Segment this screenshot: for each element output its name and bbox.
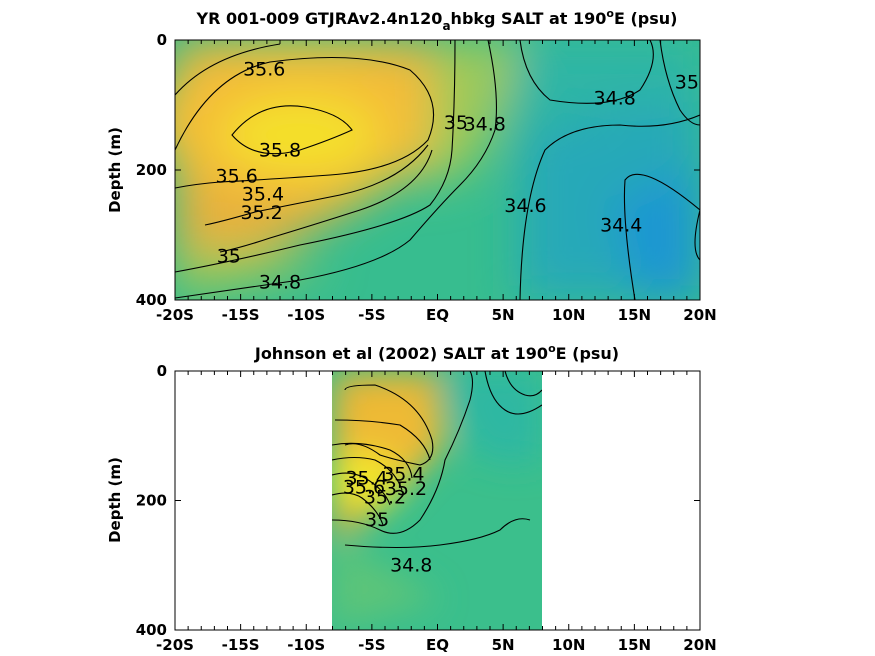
top-contour-label: 35.8 (259, 140, 301, 162)
top-x-tick-label: -20S (156, 306, 194, 324)
top-color-field: 35.635.835.635.435.23534.83534.834.634.4… (175, 40, 700, 300)
bottom-contour-label: 35.2 (385, 478, 427, 500)
top-contour-label: 35.6 (243, 58, 285, 80)
top-y-tick-label: 200 (136, 161, 167, 179)
top-x-tick-label: 20N (683, 306, 716, 324)
top-y-tick-label: 0 (157, 31, 167, 49)
bottom-x-tick-label: -20S (156, 636, 194, 654)
top-contour-label: 35 (675, 71, 699, 93)
top-contour-label: 34.4 (600, 214, 642, 236)
bottom-x-tick-label: 5N (492, 636, 515, 654)
top-contour-label: 35 (217, 245, 241, 267)
top-contour-label: 35.4 (242, 184, 284, 206)
bottom-y-tick-label: 0 (157, 362, 167, 380)
top-contour-label: 35 (444, 112, 468, 134)
top-contour-label: 35.6 (216, 166, 258, 188)
top-ylabel: Depth (m) (106, 127, 124, 213)
bottom-x-tick-label: 15N (618, 636, 651, 654)
bottom-x-tick-label: EQ (426, 636, 449, 654)
top-x-tick-label: 10N (552, 306, 585, 324)
bottom-panel: Johnson et al (2002) SALT at 190oE (psu) (106, 342, 717, 654)
bottom-x-tick-label: -5S (358, 636, 385, 654)
bottom-contour-label: 34.8 (390, 554, 432, 576)
top-panel: YR 001-009 GTJRAv2.4n120ahbkg SALT at 19… (106, 7, 717, 324)
bottom-y-tick-label: 400 (136, 621, 167, 639)
bottom-contour-label: 35.4 (345, 467, 387, 489)
top-contour-label: 35.2 (240, 202, 282, 224)
top-x-tick-label: -5S (358, 306, 385, 324)
top-contour-labels: 35.635.835.635.435.23534.83534.834.634.4… (216, 58, 699, 293)
top-contour-label: 34.8 (259, 271, 301, 293)
bottom-contour-label: 35 (365, 509, 389, 531)
bottom-contour-label: 35.6 (343, 477, 385, 499)
top-x-tick-label: 5N (492, 306, 515, 324)
top-x-tick-label: 15N (618, 306, 651, 324)
top-contour-label: 34.8 (594, 88, 636, 110)
bottom-x-tick-label: -10S (287, 636, 325, 654)
bottom-title: Johnson et al (2002) SALT at 190oE (psu) (254, 342, 619, 363)
top-ticks: -20S -15S -10S -5S EQ 5N 10N 15N 20N 0 200 400 (136, 31, 717, 324)
bottom-x-tick-label: 20N (683, 636, 716, 654)
bottom-contour-label: 35.4 (382, 464, 424, 486)
top-y-tick-label: 400 (136, 291, 167, 309)
top-title: YR 001-009 GTJRAv2.4n120ahbkg SALT at 19… (196, 7, 678, 33)
top-contour-label: 34.6 (504, 195, 546, 217)
bottom-x-tick-label: -15S (222, 636, 260, 654)
bottom-contour-label: 35.2 (364, 486, 406, 508)
bottom-y-tick-label: 200 (136, 492, 167, 510)
bottom-ticks: -20S -15S -10S -5S EQ 5N 10N 15N 20N 0 200 400 (136, 362, 717, 654)
top-x-tick-label: EQ (426, 306, 449, 324)
bottom-x-tick-label: 10N (552, 636, 585, 654)
bottom-ylabel: Depth (m) (106, 457, 124, 543)
top-x-tick-label: -10S (287, 306, 325, 324)
top-x-tick-label: -15S (222, 306, 260, 324)
top-contour-label: 34.8 (464, 114, 506, 136)
